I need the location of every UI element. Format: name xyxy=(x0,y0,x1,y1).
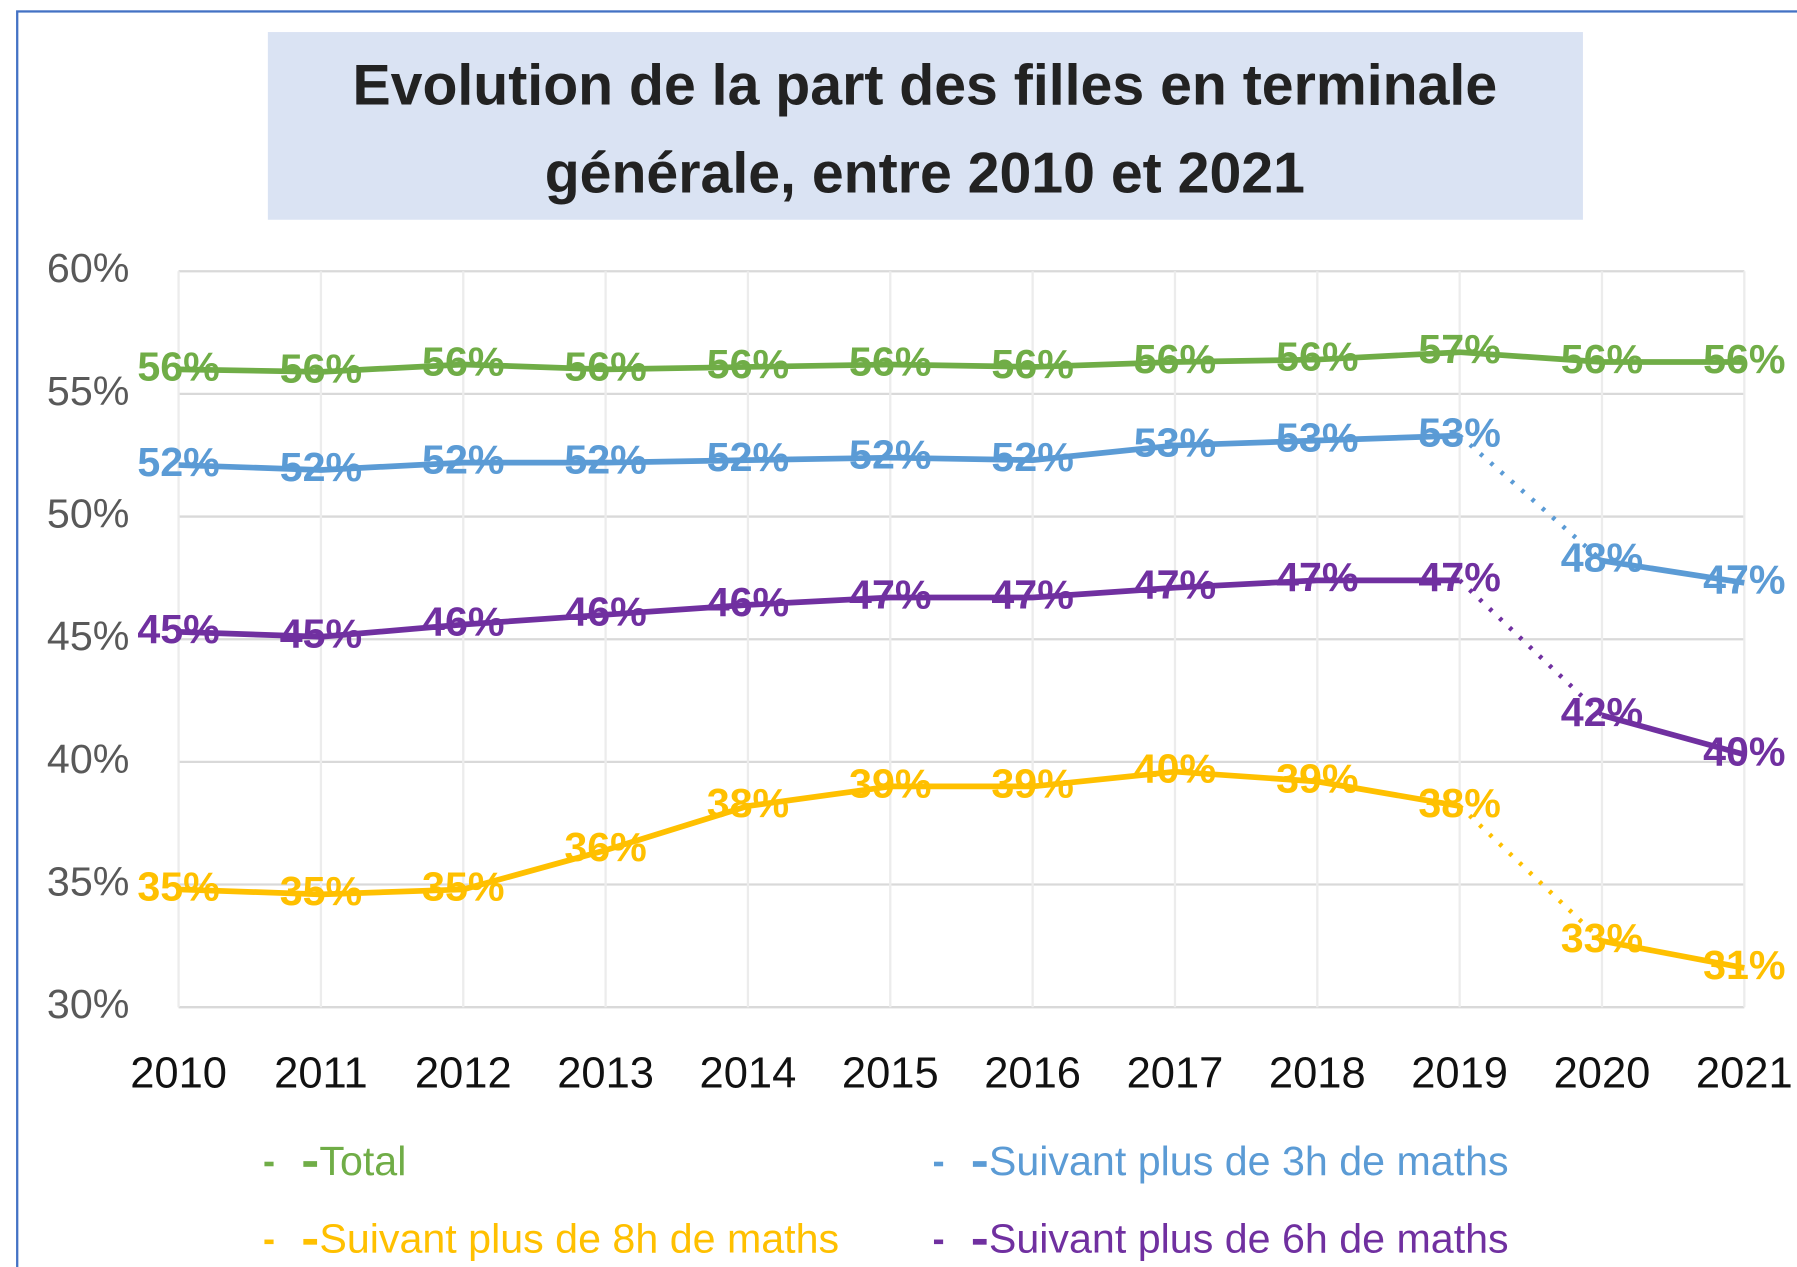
data-label: 53% xyxy=(1134,419,1216,465)
data-label: 46% xyxy=(707,579,789,625)
data-label: 31% xyxy=(1703,942,1785,988)
legend-label: Suivant plus de 3h de maths xyxy=(989,1138,1509,1184)
series-line-dotted xyxy=(1458,804,1604,943)
data-label: 56% xyxy=(707,341,789,387)
chart-title: générale, entre 2010 et 2021 xyxy=(545,142,1305,206)
data-label: 56% xyxy=(1276,333,1358,379)
data-label: 47% xyxy=(1703,557,1785,603)
data-label: 48% xyxy=(1561,535,1643,581)
chart-title: Evolution de la part des filles en termi… xyxy=(352,53,1497,117)
data-label: 47% xyxy=(1418,554,1500,600)
x-tick-label: 2014 xyxy=(700,1049,797,1097)
legend-label: Suivant plus de 6h de maths xyxy=(989,1216,1509,1262)
x-tick-label: 2018 xyxy=(1269,1049,1366,1097)
data-label: 56% xyxy=(1703,336,1785,382)
data-label: 56% xyxy=(849,338,931,384)
data-label: 45% xyxy=(137,606,219,652)
x-tick-label: 2019 xyxy=(1411,1049,1508,1097)
data-label: 52% xyxy=(137,439,219,485)
series-line xyxy=(1601,712,1746,758)
x-tick-label: 2011 xyxy=(274,1049,368,1097)
y-tick-label: 40% xyxy=(47,736,129,782)
legend-label: Suivant plus de 8h de maths xyxy=(319,1216,839,1262)
y-tick-label: 60% xyxy=(47,245,129,291)
data-label: 52% xyxy=(280,444,362,490)
series-line-dotted xyxy=(1458,578,1604,717)
data-label: 52% xyxy=(564,436,646,482)
data-label: 52% xyxy=(707,434,789,480)
data-label: 56% xyxy=(280,346,362,392)
data-label: 35% xyxy=(422,863,504,909)
data-label: 52% xyxy=(422,436,504,482)
x-tick-label: 2012 xyxy=(415,1049,512,1097)
data-label: 52% xyxy=(991,434,1073,480)
data-label: 56% xyxy=(422,338,504,384)
data-label: 47% xyxy=(1134,562,1216,608)
y-tick-label: 55% xyxy=(47,368,129,414)
x-tick-label: 2020 xyxy=(1554,1049,1651,1097)
y-tick-label: 45% xyxy=(47,613,129,659)
data-label: 42% xyxy=(1561,689,1643,735)
series-line xyxy=(178,577,1460,640)
data-label: 40% xyxy=(1134,746,1216,792)
series-line xyxy=(178,768,1461,898)
data-label: 53% xyxy=(1418,410,1500,456)
data-label: 53% xyxy=(1276,414,1358,460)
series-line xyxy=(1601,938,1745,971)
data-label: 39% xyxy=(1276,755,1358,801)
data-label: 35% xyxy=(280,868,362,914)
x-tick-label: 2013 xyxy=(557,1049,654,1097)
series-line xyxy=(1601,557,1745,586)
data-label: 39% xyxy=(849,760,931,806)
data-label: 56% xyxy=(1561,336,1643,382)
x-tick-label: 2021 xyxy=(1696,1049,1793,1097)
data-label: 56% xyxy=(991,341,1073,387)
data-label: 38% xyxy=(707,780,789,826)
data-label: 47% xyxy=(849,571,931,617)
data-label: 57% xyxy=(1418,326,1500,372)
data-label: 56% xyxy=(137,343,219,389)
data-label: 35% xyxy=(137,863,219,909)
title-box xyxy=(267,32,1583,220)
y-tick-label: 30% xyxy=(47,981,129,1027)
data-label: 47% xyxy=(1276,554,1358,600)
data-label: 56% xyxy=(564,343,646,389)
data-label: 33% xyxy=(1561,915,1643,961)
series-line xyxy=(178,432,1460,473)
data-label: 45% xyxy=(280,611,362,657)
data-label: 46% xyxy=(422,598,504,644)
x-tick-label: 2016 xyxy=(984,1049,1081,1097)
y-tick-label: 50% xyxy=(47,490,129,536)
x-tick-label: 2010 xyxy=(130,1049,227,1097)
x-tick-label: 2017 xyxy=(1127,1049,1224,1097)
legend-label: Total xyxy=(319,1138,406,1184)
data-label: 46% xyxy=(564,589,646,635)
data-label: 47% xyxy=(991,571,1073,617)
y-tick-label: 35% xyxy=(47,858,129,904)
x-tick-label: 2015 xyxy=(842,1049,939,1097)
series-line xyxy=(178,349,1745,375)
data-label: 52% xyxy=(849,432,931,478)
data-label: 36% xyxy=(564,824,646,870)
data-label: 39% xyxy=(991,760,1073,806)
data-label: 40% xyxy=(1703,728,1785,774)
data-label: 38% xyxy=(1418,780,1500,826)
data-label: 56% xyxy=(1134,336,1216,382)
